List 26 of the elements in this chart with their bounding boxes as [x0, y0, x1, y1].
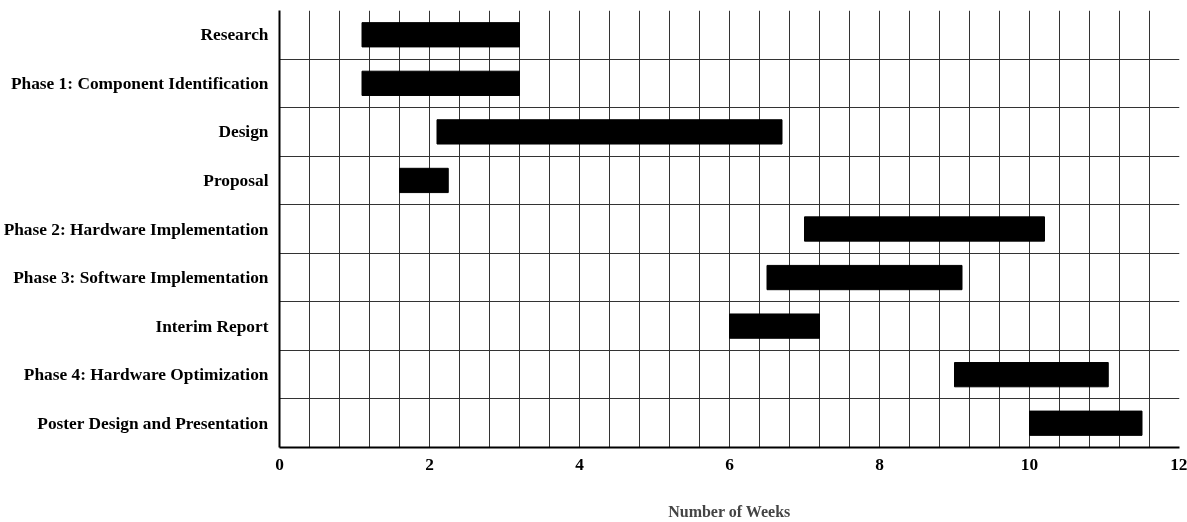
- y-tick-label: Phase 3: Software Implementation: [13, 268, 269, 288]
- bar: [399, 167, 449, 194]
- x-tick-label: 4: [575, 454, 585, 474]
- bar: [804, 216, 1045, 242]
- bar: [361, 22, 520, 48]
- x-tick-label: 12: [1170, 454, 1187, 474]
- y-tick-label: Design: [218, 122, 269, 142]
- x-tick-label: 6: [725, 454, 735, 474]
- x-tick-label: 0: [275, 454, 284, 474]
- bar: [766, 264, 963, 291]
- y-tick-label: Phase 1: Component Identification: [10, 73, 269, 93]
- x-tick-label: 10: [1020, 454, 1039, 474]
- bar: [436, 119, 783, 145]
- y-tick-label: Proposal: [203, 170, 269, 190]
- bar: [1029, 410, 1143, 436]
- x-tick-label: 2: [425, 454, 434, 474]
- y-tick-label: Interim Report: [155, 316, 269, 336]
- bar: [729, 313, 820, 339]
- y-tick-label: Poster Design and Presentation: [37, 413, 269, 433]
- bar: [361, 70, 520, 96]
- y-tick-label: Phase 2: Hardware Implementation: [3, 219, 269, 239]
- bar: [954, 362, 1109, 388]
- y-tick-label: Phase 4: Hardware Optimization: [23, 365, 269, 385]
- x-axis-title: Number of Weeks: [668, 502, 791, 520]
- x-tick-label: 8: [875, 454, 885, 474]
- y-tick-label: Research: [200, 25, 269, 45]
